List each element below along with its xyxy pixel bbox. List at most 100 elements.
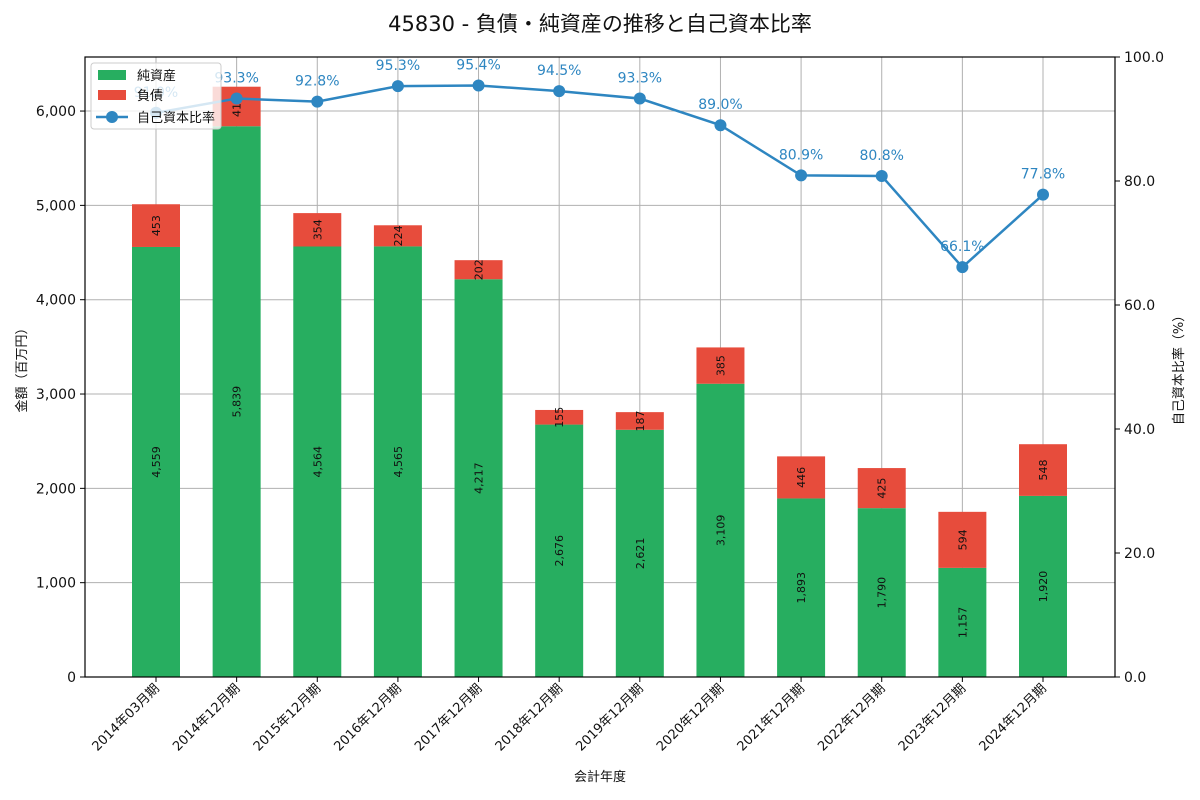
bar-liabilities — [454, 260, 503, 280]
ratio-marker — [956, 261, 969, 274]
ratio-label: 95.4% — [456, 58, 500, 74]
bar-net-assets — [696, 383, 745, 677]
ratio-label: 94.5% — [537, 63, 581, 79]
bar-label-liabilities: 202 — [473, 259, 486, 280]
bar-label-net-assets: 4,559 — [150, 446, 163, 478]
ratio-label: 80.9% — [779, 147, 823, 163]
chart-title: 45830 - 負債・純資産の推移と自己資本比率 — [388, 12, 812, 36]
x-tick-label: 2021年12月期 — [735, 681, 808, 754]
y2-tick-label: 100.0 — [1124, 50, 1164, 66]
bar-net-assets — [777, 498, 826, 677]
x-tick-label: 2014年12月期 — [170, 681, 243, 754]
ratio-marker — [1037, 188, 1049, 201]
legend-label-ratio: 自己資本比率 — [137, 110, 215, 126]
bar-label-liabilities: 425 — [876, 478, 889, 499]
x-tick-label: 2015年12月期 — [251, 681, 324, 754]
bar-label-net-assets: 3,109 — [714, 515, 727, 547]
bar-label-liabilities: 354 — [311, 219, 324, 240]
bar-liabilities — [535, 409, 584, 425]
bar-label-net-assets: 4,564 — [311, 446, 324, 478]
legend-label-liabilities: 負債 — [137, 89, 163, 104]
bar-net-assets — [938, 567, 987, 677]
x-tick-label: 2018年12月期 — [493, 681, 566, 754]
bar-liabilities — [1019, 444, 1067, 496]
y-tick-label: 0 — [67, 670, 76, 686]
y-tick-label: 3,000 — [36, 387, 76, 403]
bar-label-net-assets: 4,565 — [392, 446, 405, 478]
y-tick-label: 4,000 — [36, 293, 76, 309]
x-tick-label: 2019年12月期 — [573, 681, 646, 754]
y2-axis-label: 自己資本比率（%） — [1171, 309, 1187, 425]
ratio-line — [155, 84, 1044, 269]
bar-label-net-assets: 2,676 — [553, 535, 566, 567]
y-tick-label: 1,000 — [36, 576, 76, 592]
ratio-marker — [230, 92, 243, 105]
y2-tick-label: 20.0 — [1124, 546, 1155, 562]
y2-tick-label: 80.0 — [1124, 174, 1155, 190]
legend-swatch-net-assets — [98, 70, 126, 80]
ratio-label: 95.3% — [376, 58, 420, 74]
ratio-label: 77.8% — [1021, 167, 1065, 183]
y2-tick-label: 0.0 — [1124, 670, 1146, 686]
ratio-marker — [875, 170, 888, 183]
ratio-label: 89.0% — [698, 97, 742, 113]
y-axis-label: 金額（百万円） — [14, 321, 30, 412]
bar-net-assets — [615, 429, 664, 677]
bar-label-net-assets: 5,839 — [231, 386, 244, 418]
ratio-marker — [472, 79, 485, 92]
bar-net-assets — [373, 246, 422, 677]
bar-label-liabilities: 155 — [553, 407, 566, 428]
bar-net-assets — [454, 279, 503, 677]
ratio-label: 93.3% — [214, 71, 258, 87]
x-tick-label: 2024年12月期 — [977, 681, 1050, 754]
y-tick-label: 2,000 — [36, 481, 76, 497]
ratio-marker — [795, 169, 808, 182]
bar-label-liabilities: 224 — [392, 225, 405, 246]
bar-label-net-assets: 1,920 — [1037, 571, 1050, 603]
bar-liabilities — [293, 213, 342, 247]
bar-net-assets — [212, 126, 261, 678]
x-tick-label: 2023年12月期 — [896, 681, 969, 754]
bar-label-liabilities: 446 — [795, 467, 808, 488]
bar-liabilities — [777, 456, 826, 499]
bar-label-net-assets: 1,893 — [795, 572, 808, 604]
bar-label-liabilities: 453 — [150, 215, 163, 236]
y-tick-label: 6,000 — [36, 104, 76, 120]
x-tick-label: 2016年12月期 — [331, 681, 404, 754]
x-axis-label: 会計年度 — [574, 769, 626, 785]
bar-net-assets — [857, 508, 906, 677]
bar-net-assets — [1019, 495, 1067, 677]
bar-net-assets — [132, 246, 180, 677]
bar-net-assets — [293, 246, 342, 678]
x-tick-label: 2014年03月期 — [90, 681, 163, 754]
bar-label-liabilities: 594 — [956, 529, 969, 550]
ratio-marker — [391, 80, 404, 93]
y-tick-label: 5,000 — [36, 198, 76, 214]
bar-label-liabilities: 385 — [714, 355, 727, 376]
bar-liabilities — [373, 225, 422, 247]
ratio-label: 92.8% — [295, 74, 339, 90]
bar-label-net-assets: 1,157 — [956, 607, 969, 639]
bar-liabilities — [132, 204, 180, 247]
bar-net-assets — [535, 424, 584, 677]
legend-label-net-assets: 純資産 — [137, 68, 176, 84]
bar-liabilities — [938, 511, 987, 568]
bar-liabilities — [696, 347, 745, 384]
ratio-marker — [311, 95, 324, 108]
bar-label-net-assets: 4,217 — [473, 462, 486, 494]
bar-label-liabilities: 187 — [634, 410, 647, 431]
ratio-label: 93.3% — [618, 71, 662, 87]
ratio-label: 66.1% — [940, 239, 984, 255]
bar-liabilities — [615, 412, 664, 430]
legend-swatch-liabilities — [98, 90, 126, 100]
bar-label-net-assets: 1,790 — [876, 577, 889, 609]
bar-label-net-assets: 2,621 — [634, 538, 647, 570]
plot-frame — [84, 56, 1116, 678]
x-tick-label: 2020年12月期 — [654, 681, 727, 754]
ratio-label: 80.8% — [859, 148, 903, 164]
legend-marker-ratio — [106, 111, 118, 123]
x-tick-label: 2022年12月期 — [815, 681, 888, 754]
y2-tick-label: 40.0 — [1124, 422, 1155, 438]
ratio-marker — [553, 85, 566, 98]
